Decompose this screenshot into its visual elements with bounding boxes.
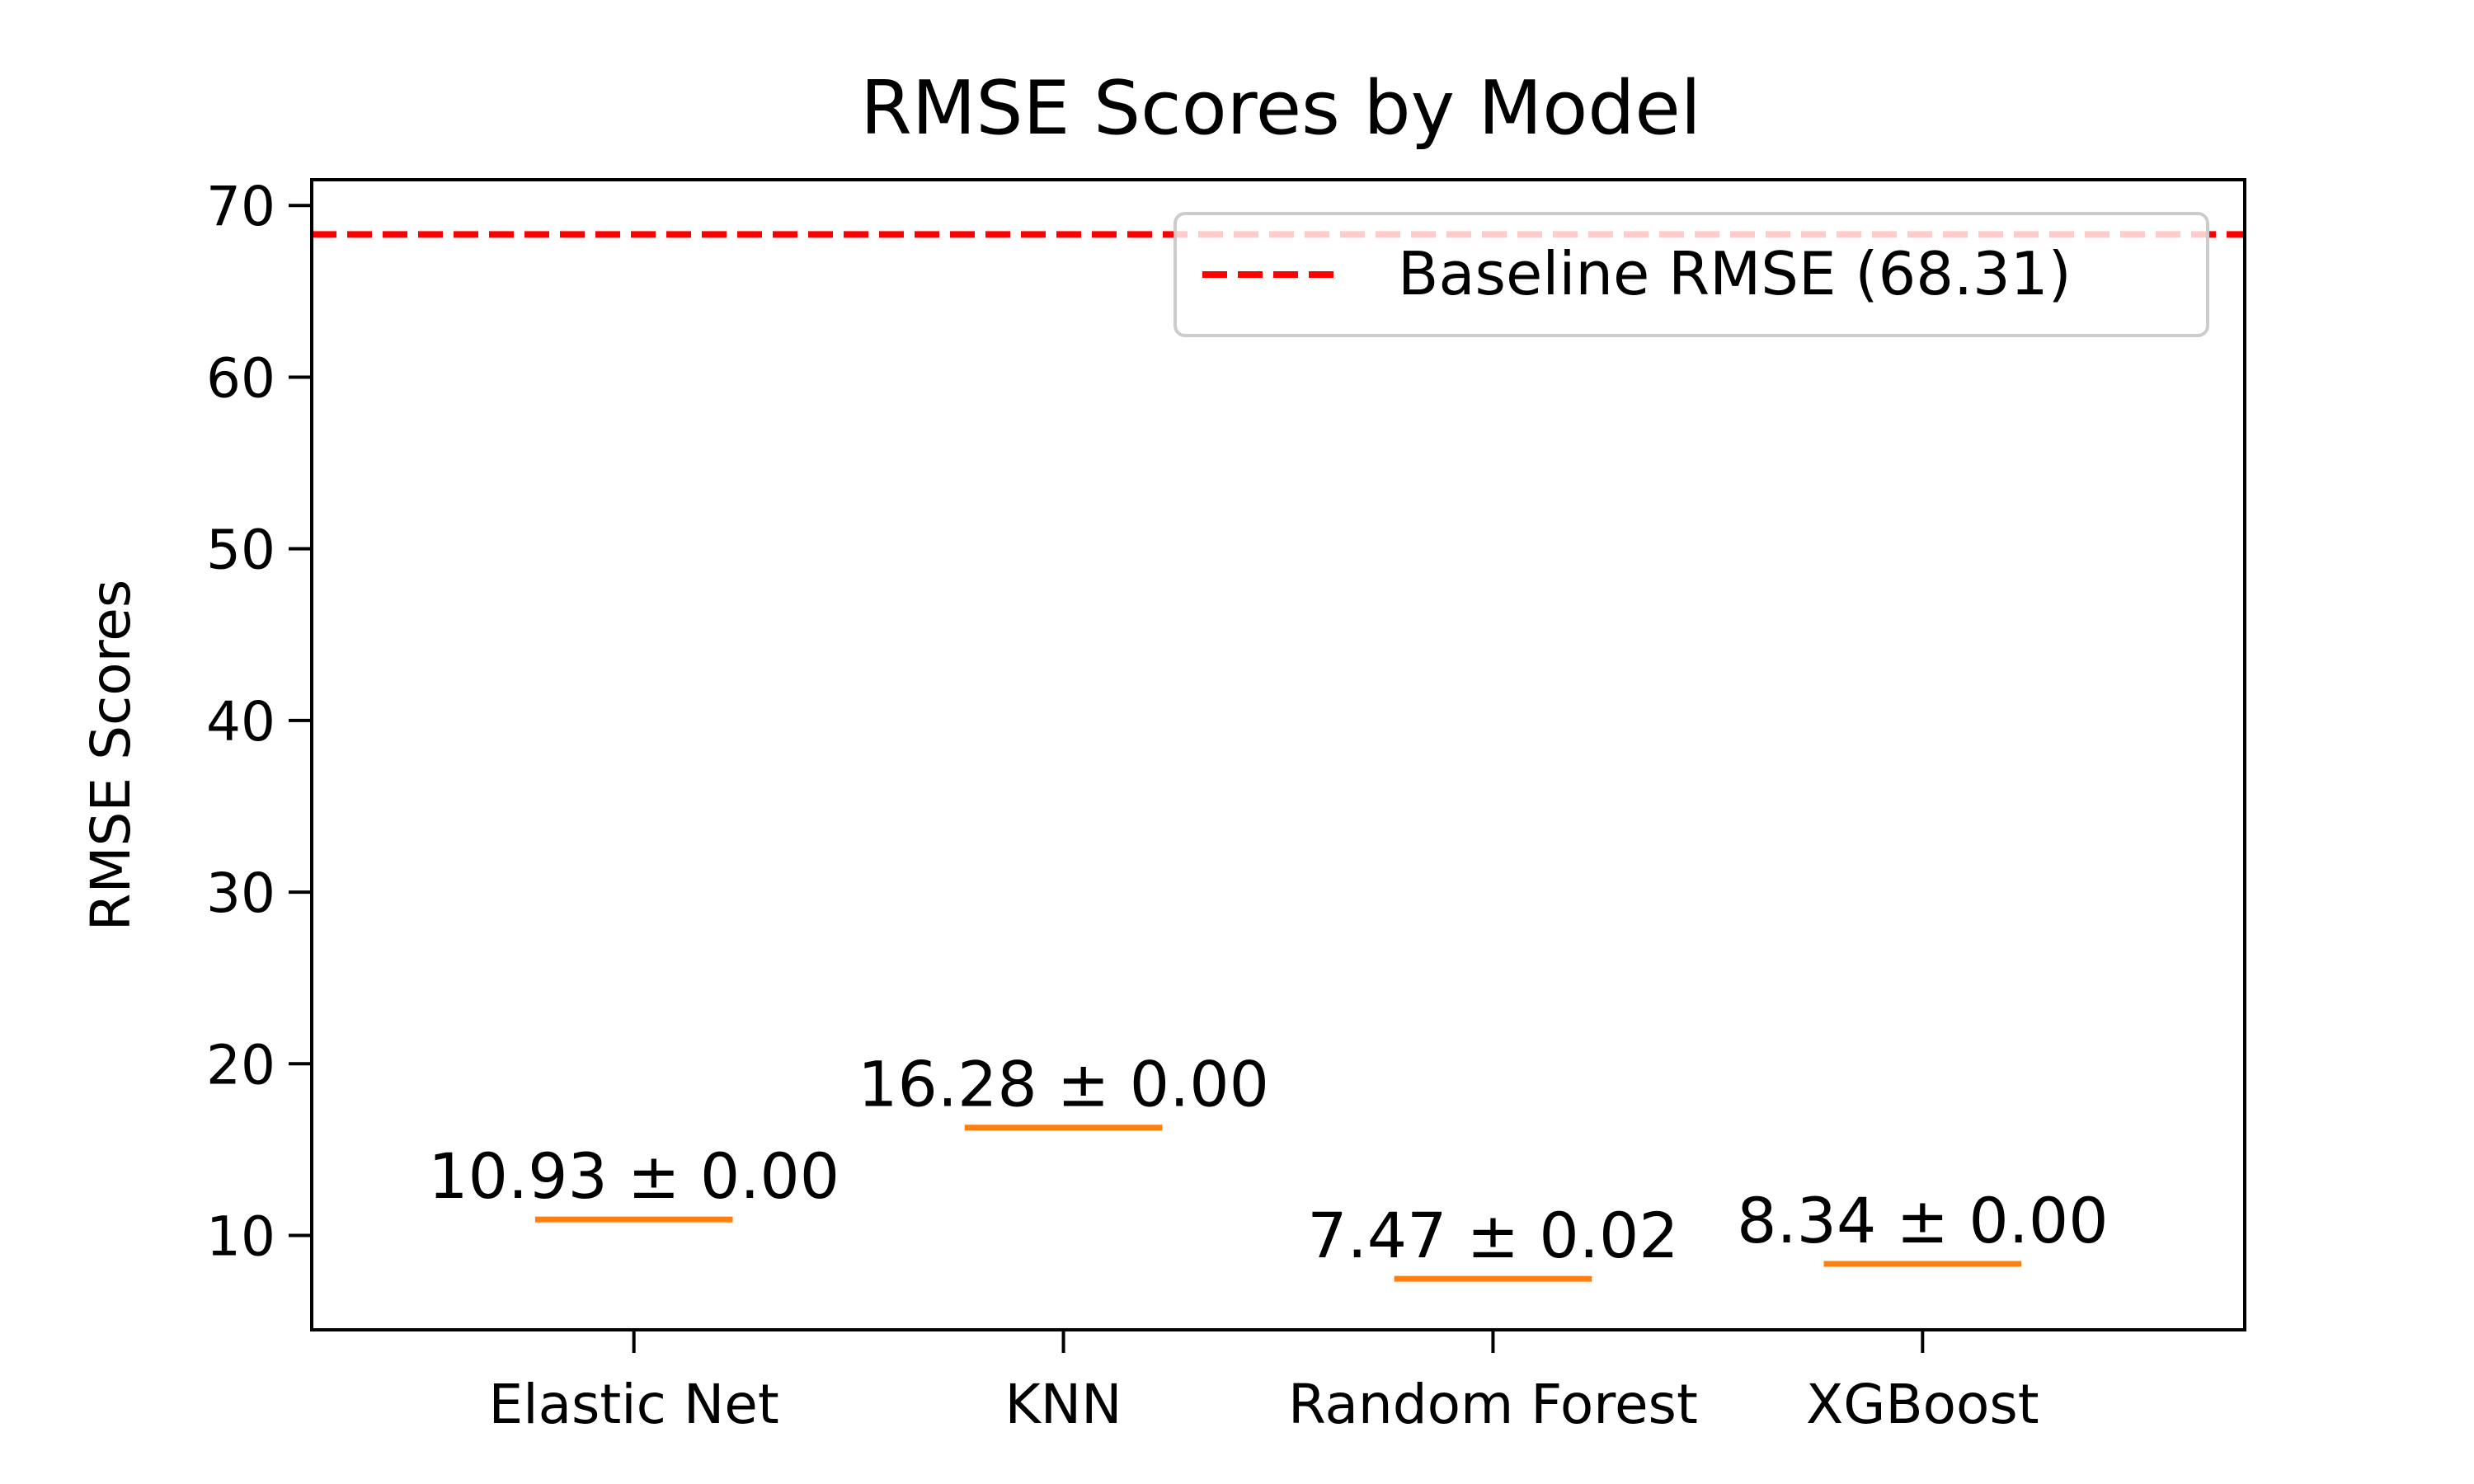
plot-frame — [310, 178, 2246, 1331]
x-tick-label: Random Forest — [1288, 1373, 1698, 1436]
y-axis-label: RMSE Scores — [79, 580, 143, 932]
x-tick-label: XGBoost — [1806, 1373, 2039, 1436]
y-tick-label: 70 — [206, 175, 275, 238]
y-tick-label: 30 — [206, 862, 275, 925]
data-label: 7.47 ± 0.02 — [1307, 1199, 1678, 1272]
y-ticks: 10 20 30 40 50 60 70 — [206, 175, 312, 1268]
data-label: 8.34 ± 0.00 — [1737, 1184, 2108, 1257]
y-tick-label: 20 — [206, 1033, 275, 1097]
x-tick-label: Elastic Net — [489, 1373, 779, 1436]
y-tick-label: 60 — [206, 346, 275, 410]
data-label: 16.28 ± 0.00 — [858, 1048, 1269, 1121]
x-ticks: Elastic Net KNN Random Forest XGBoost — [489, 1330, 2039, 1436]
y-tick-label: 10 — [206, 1205, 275, 1268]
legend: Baseline RMSE (68.31) — [1174, 212, 2209, 337]
x-tick-label: KNN — [1005, 1373, 1122, 1436]
legend-baseline-label: Baseline RMSE (68.31) — [1398, 239, 2072, 308]
y-tick-label: 40 — [206, 690, 275, 754]
legend-box — [1174, 212, 2209, 337]
y-tick-label: 50 — [206, 519, 275, 582]
chart-title: RMSE Scores by Model — [860, 65, 1701, 152]
data-label: 10.93 ± 0.00 — [428, 1139, 840, 1213]
